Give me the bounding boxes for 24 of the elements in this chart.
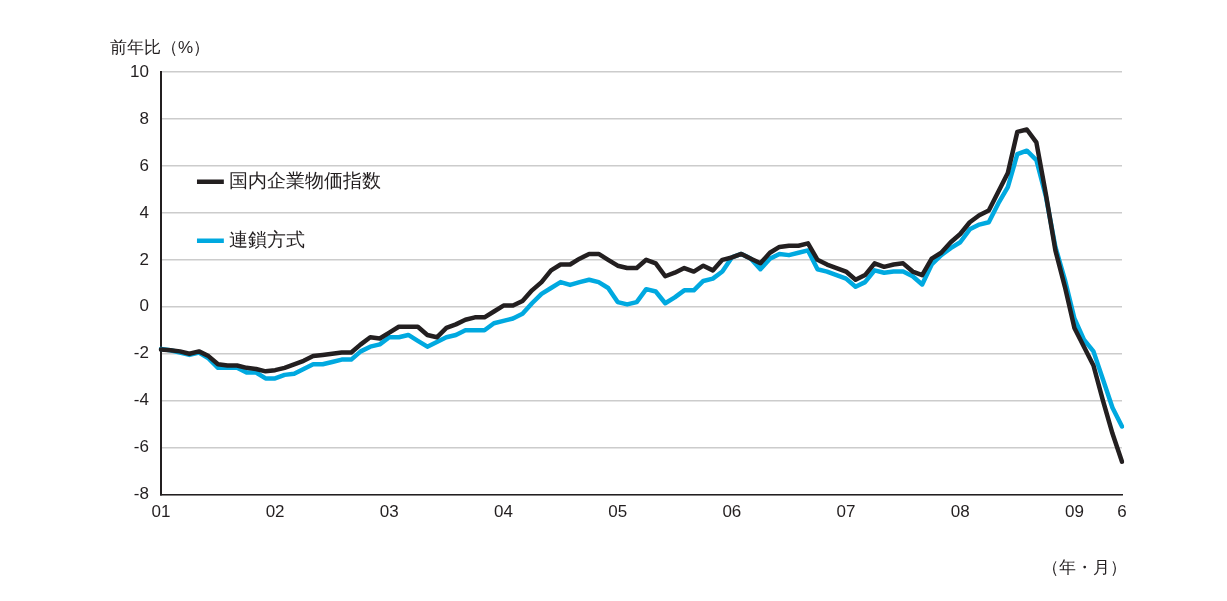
x-tick-label: 05 [608,502,628,522]
y-tick-label: 6 [139,155,149,175]
y-axis-title: 前年比（%） [110,37,211,59]
y-tick-label: 0 [139,296,149,316]
x-tick-label: 06 [722,502,742,522]
y-tick-label: 8 [139,108,149,128]
x-tick-label: 02 [265,502,285,522]
x-tick-label: 07 [836,502,856,522]
x-tick-label: 09 [1064,502,1084,522]
x-tick-label: 04 [494,502,513,522]
x-axis-title: （年・月） [1042,557,1127,579]
x-tick-label: 01 [151,502,171,522]
legend-label: 連鎖方式 [229,229,306,251]
x-tick-label: 6 [1117,502,1127,522]
legend-label: 国内企業物価指数 [229,170,382,192]
y-tick-label: -2 [133,343,149,363]
x-tick-label: 03 [379,502,399,522]
y-tick-label: 2 [139,249,149,269]
y-tick-label: -6 [133,437,149,457]
y-tick-label: -8 [133,484,149,504]
y-tick-label: -4 [133,390,149,410]
y-tick-label: 10 [129,61,149,81]
x-tick-label: 08 [950,502,970,522]
y-tick-label: 4 [139,202,149,222]
